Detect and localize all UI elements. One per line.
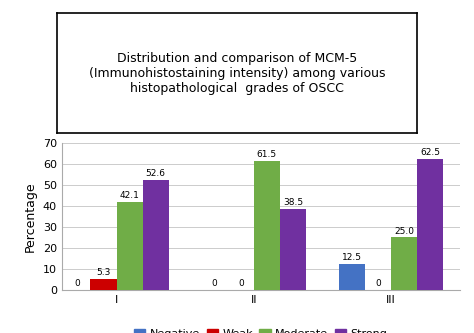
- Bar: [117, 201, 143, 290]
- Text: 0: 0: [74, 279, 80, 288]
- Text: 0: 0: [212, 279, 218, 288]
- Text: 62.5: 62.5: [420, 148, 440, 157]
- Bar: [391, 237, 417, 290]
- Text: 52.6: 52.6: [146, 169, 166, 178]
- Text: 12.5: 12.5: [342, 253, 362, 262]
- Text: 0: 0: [238, 279, 244, 288]
- Text: 38.5: 38.5: [283, 198, 303, 207]
- Bar: [280, 209, 306, 290]
- Bar: [143, 179, 169, 290]
- Text: 5.3: 5.3: [96, 268, 111, 277]
- Text: 0: 0: [375, 279, 381, 288]
- Text: 42.1: 42.1: [119, 191, 139, 200]
- Text: 25.0: 25.0: [394, 227, 414, 236]
- Bar: [91, 279, 117, 290]
- Bar: [339, 263, 365, 290]
- Text: Distribution and comparison of MCM-5
(Immunohistostaining intensity) among vario: Distribution and comparison of MCM-5 (Im…: [89, 52, 385, 95]
- Legend: Negative, Weak, Moderate, Strong: Negative, Weak, Moderate, Strong: [130, 325, 392, 333]
- Y-axis label: Percentage: Percentage: [24, 181, 37, 252]
- Bar: [254, 161, 280, 290]
- Bar: [417, 159, 443, 290]
- Text: 61.5: 61.5: [257, 150, 277, 159]
